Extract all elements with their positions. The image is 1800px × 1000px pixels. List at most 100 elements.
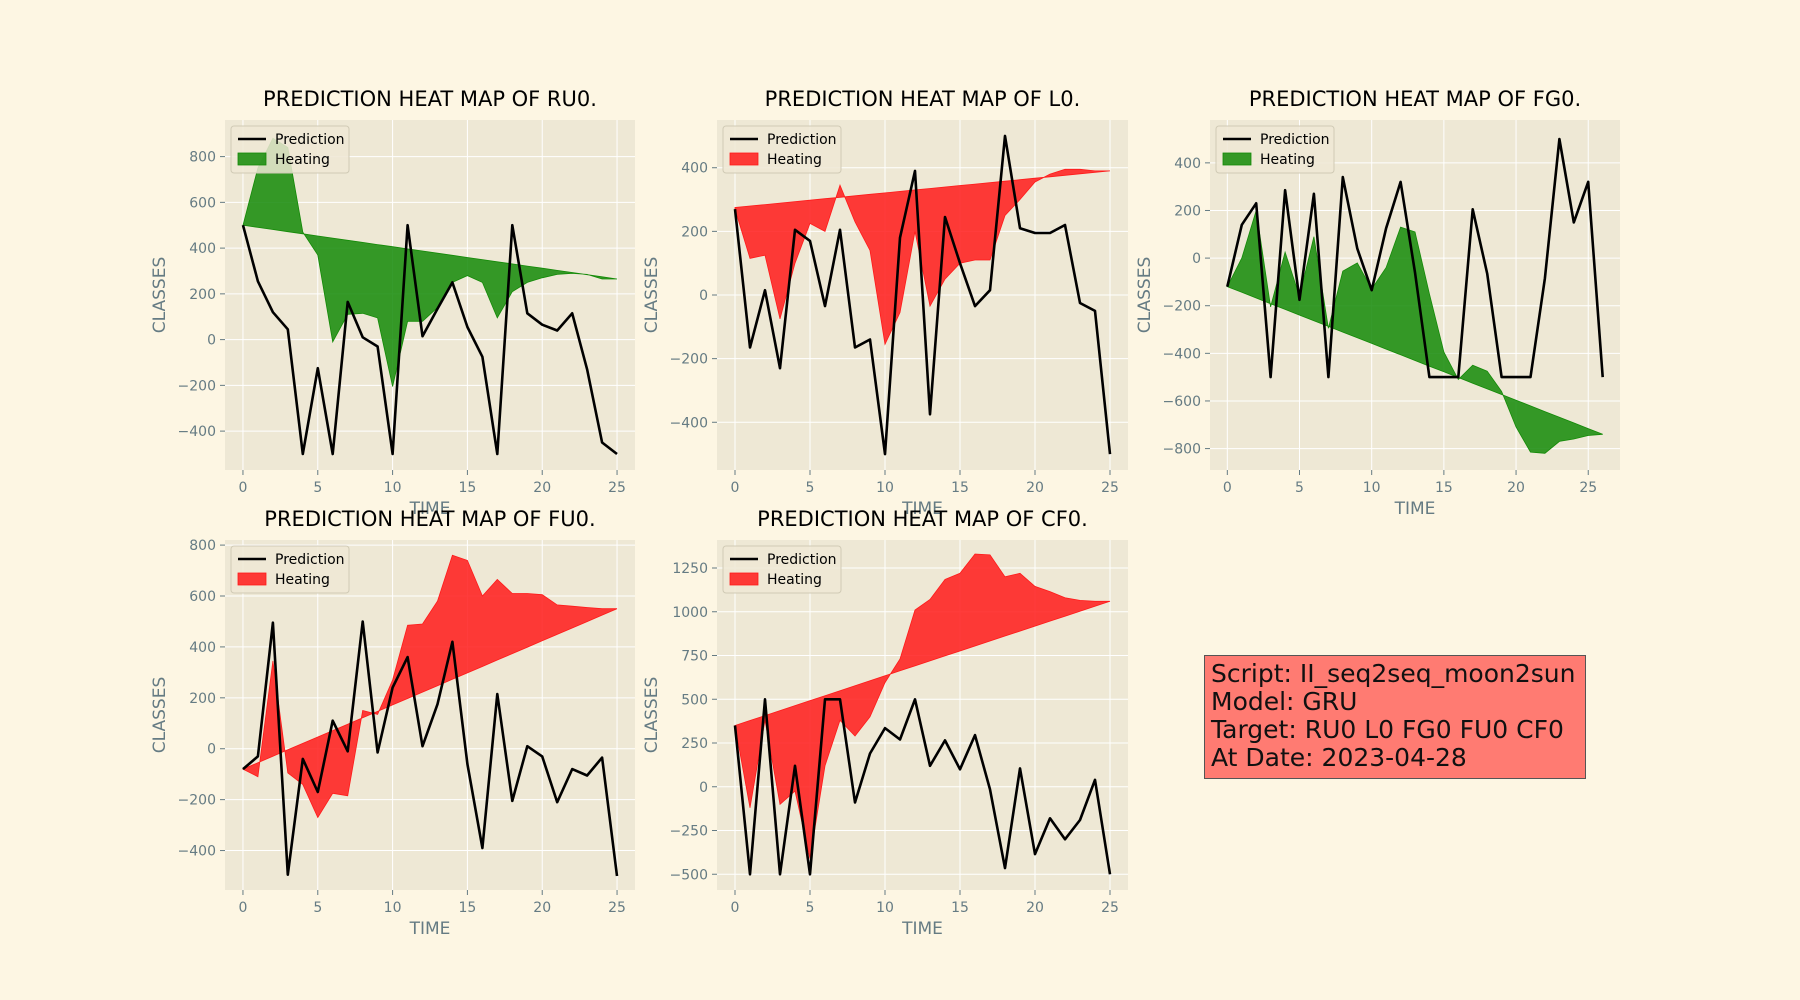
x-tick-label: 0: [731, 900, 740, 916]
y-tick-label: 600: [189, 589, 216, 605]
x-tick-label: 20: [1026, 900, 1044, 916]
legend-heating-swatch: [237, 572, 267, 586]
x-tick-label: 25: [608, 480, 626, 496]
x-tick-label: 20: [533, 900, 551, 916]
legend: Prediction Heating: [230, 545, 350, 594]
info-box: Script: II_seq2seq_moon2sun Model: GRU T…: [1204, 655, 1586, 779]
y-tick-label: 0: [207, 333, 216, 349]
legend-prediction-label: Prediction: [275, 132, 345, 148]
x-tick-label: 0: [238, 480, 247, 496]
y-axis-label: CLASSES: [642, 257, 662, 333]
x-tick-label: 10: [1363, 480, 1381, 496]
prediction-line: [242, 620, 619, 877]
x-axis-label: TIME: [1394, 499, 1436, 519]
chart-title: PREDICTION HEAT MAP OF RU0.: [263, 87, 597, 111]
y-tick-label: −400: [178, 424, 216, 440]
x-tick-label: 10: [876, 900, 894, 916]
y-tick-label: 200: [681, 224, 708, 240]
y-tick-label: −400: [178, 844, 216, 860]
x-tick-label: 25: [1101, 900, 1119, 916]
y-tick-label: −200: [178, 378, 216, 394]
y-tick-label: 250: [681, 736, 708, 752]
y-tick-label: −200: [670, 352, 708, 368]
y-tick-label: 750: [681, 649, 708, 665]
y-axis-label: CLASSES: [150, 257, 170, 333]
x-tick-label: 15: [951, 900, 969, 916]
chart-5: 0 5 10 15 20 25 −500 −250 0 250 500 750 1000 1250 PRED…: [642, 507, 1128, 939]
y-tick-label: −200: [1163, 299, 1201, 315]
y-tick-label: 400: [189, 241, 216, 257]
y-tick-label: 0: [207, 742, 216, 758]
x-axis-label: TIME: [409, 919, 451, 939]
y-tick-label: −500: [670, 867, 708, 883]
x-tick-label: 10: [876, 480, 894, 496]
y-tick-label: −400: [670, 415, 708, 431]
y-tick-label: −600: [1163, 394, 1201, 410]
legend: Prediction Heating: [230, 125, 350, 174]
y-tick-label: 0: [699, 780, 708, 796]
chart-2: 0 5 10 15 20 25 −400 −200 0 200 400 PREDICTION HEAT…: [642, 87, 1128, 519]
legend: Prediction Heating: [1215, 125, 1335, 174]
y-axis-label: CLASSES: [1135, 257, 1155, 333]
y-axis-label: CLASSES: [150, 677, 170, 753]
heating-area: [242, 137, 618, 387]
y-tick-label: 400: [681, 161, 708, 177]
x-tick-label: 25: [1101, 480, 1119, 496]
legend-prediction-label: Prediction: [767, 552, 837, 568]
x-tick-label: 10: [384, 480, 402, 496]
chart-title: PREDICTION HEAT MAP OF FU0.: [264, 507, 595, 531]
y-tick-label: −250: [670, 824, 708, 840]
prediction-line: [1226, 137, 1604, 379]
heating-area: [1226, 210, 1603, 454]
legend-prediction-label: Prediction: [1260, 132, 1330, 148]
y-tick-label: 800: [189, 150, 216, 166]
heating-area: [734, 168, 1111, 346]
x-axis-label: TIME: [901, 919, 943, 939]
y-tick-label: 1000: [672, 605, 708, 621]
info-date: At Date: 2023-04-28: [1211, 743, 1467, 772]
y-tick-label: 200: [189, 691, 216, 707]
y-tick-label: −400: [1163, 346, 1201, 362]
prediction-line: [733, 134, 1112, 456]
legend-heating-swatch: [729, 152, 759, 166]
y-tick-label: 400: [1174, 156, 1201, 172]
legend-heating-label: Heating: [1260, 152, 1315, 168]
y-tick-label: 800: [189, 538, 216, 554]
x-tick-label: 0: [1223, 480, 1232, 496]
x-axis-label: TIME: [409, 499, 451, 519]
legend-heating-label: Heating: [275, 152, 330, 168]
x-tick-label: 15: [458, 900, 476, 916]
y-axis-label: CLASSES: [642, 677, 662, 753]
heating-area: [734, 553, 1111, 859]
legend-prediction-label: Prediction: [275, 552, 345, 568]
y-tick-label: 400: [189, 640, 216, 656]
legend-heating-label: Heating: [767, 572, 822, 588]
legend: Prediction Heating: [722, 125, 842, 174]
x-tick-label: 5: [313, 480, 322, 496]
x-tick-label: 10: [384, 900, 402, 916]
x-tick-label: 0: [731, 480, 740, 496]
chart-1: 0 5 10 15 20 25 −400 −200 0 200 400 600 800 PREDICTIO…: [150, 87, 635, 519]
legend-heating-swatch: [729, 572, 759, 586]
chart-title: PREDICTION HEAT MAP OF L0.: [765, 87, 1081, 111]
y-tick-label: 1250: [672, 561, 708, 577]
legend-heating-label: Heating: [275, 572, 330, 588]
y-tick-label: 600: [189, 195, 216, 211]
x-tick-label: 25: [608, 900, 626, 916]
x-tick-label: 15: [1435, 480, 1453, 496]
y-tick-label: −200: [178, 793, 216, 809]
legend-heating-label: Heating: [767, 152, 822, 168]
heating-area: [242, 554, 618, 819]
x-tick-label: 15: [951, 480, 969, 496]
chart-title: PREDICTION HEAT MAP OF CF0.: [757, 507, 1088, 531]
x-tick-label: 5: [806, 900, 815, 916]
legend-heating-swatch: [1222, 152, 1252, 166]
prediction-line: [733, 697, 1112, 876]
chart-4: 0 5 10 15 20 25 −400 −200 0 200 400 600 800 PREDICTIO…: [150, 507, 635, 939]
x-tick-label: 15: [458, 480, 476, 496]
x-tick-label: 20: [1026, 480, 1044, 496]
x-tick-label: 5: [1295, 480, 1304, 496]
x-tick-label: 0: [238, 900, 247, 916]
info-target: Target: RU0 L0 FG0 FU0 CF0: [1211, 715, 1564, 744]
